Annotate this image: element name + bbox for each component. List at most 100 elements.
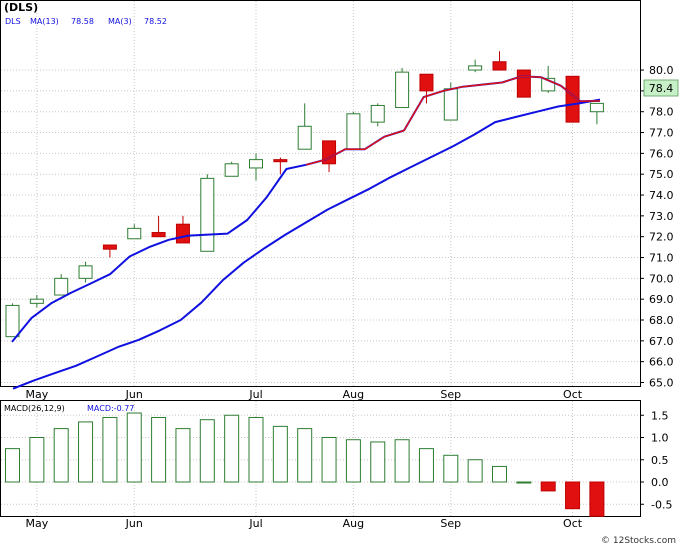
legend-ma-fast-value: 78.52 (144, 17, 167, 26)
macd-legend: MACD(26,12,9) MACD:-0.77 (4, 404, 134, 413)
candle-body (322, 140, 337, 165)
price-panel: 65.0 66.0 67.0 68.0 69.0 70.0 71.0 72.0 73.0 74.0… (0, 0, 679, 401)
candle (29, 295, 44, 308)
macd-bar (151, 416, 167, 483)
macd-bar (199, 419, 215, 483)
price-x-label: Oct (563, 388, 583, 401)
candle-body (443, 88, 458, 121)
macd-bar (248, 416, 264, 483)
macd-bar (540, 481, 556, 492)
price-x-labels: May Jun Jul Aug Sep Oct (25, 388, 582, 401)
candle (200, 174, 215, 252)
price-x-label: Aug (343, 388, 364, 401)
price-x-label: Jun (125, 388, 143, 401)
price-x-label: Sep (440, 388, 461, 401)
candle-body (151, 232, 166, 238)
macd-x-label: Sep (440, 517, 461, 530)
candle (102, 244, 117, 258)
macd-y-tick-label: 1.5 (651, 409, 669, 422)
price-y-tick-label: 75.0 (649, 168, 674, 181)
macd-legend-value: MACD:-0.77 (87, 404, 134, 413)
candle (346, 111, 361, 150)
price-y-tick-label: 71.0 (649, 252, 674, 265)
candle-body (468, 65, 483, 71)
macd-bar (175, 428, 191, 483)
price-y-tick-label: 65.0 (649, 377, 674, 390)
price-y-tick-label: 66.0 (649, 356, 674, 369)
candle (395, 67, 410, 109)
price-grid (1, 1, 640, 386)
legend-ma-slow-label: MA(13) (30, 17, 59, 26)
candle (322, 140, 337, 173)
macd-panel-border (0, 400, 641, 517)
macd-bar (78, 421, 94, 483)
candle-body (273, 159, 288, 163)
candle-body (492, 61, 507, 71)
candle (54, 274, 69, 296)
price-y-tick-label: 73.0 (649, 210, 674, 223)
last-price-label: 78.4 (649, 82, 674, 95)
candle (297, 103, 312, 150)
candle-body (200, 177, 215, 252)
candle-body (78, 265, 93, 279)
candle (5, 303, 20, 338)
macd-legend-label: MACD(26,12,9) (4, 404, 65, 413)
macd-bar (443, 454, 459, 483)
last-price-badge: 78.4 (643, 79, 679, 97)
candle-body (516, 69, 531, 98)
candle-body (419, 73, 434, 92)
price-panel-border (0, 0, 641, 387)
macd-panel: 1.5 1.0 0.5 0.0 -0.5 MACD(26,12,9) MACD:-0.7… (0, 400, 672, 530)
ma13-line (12, 98, 601, 390)
price-y-tick-label: 77.0 (649, 127, 674, 140)
macd-y-tick-label: 0.5 (651, 454, 669, 467)
candle-body (589, 102, 604, 113)
price-y-tick-label: 76.0 (649, 147, 674, 160)
macd-bar (394, 439, 410, 483)
price-y-tick-label: 80.0 (649, 64, 674, 77)
price-marks (5, 51, 604, 390)
macd-y-axis: 1.5 1.0 0.5 0.0 -0.5 (640, 409, 672, 511)
macd-bar (126, 412, 142, 483)
price-x-label: Jul (248, 388, 262, 401)
ma3-red-overlay (305, 75, 601, 166)
candle-body (102, 244, 117, 250)
price-y-tick-label: 69.0 (649, 293, 674, 306)
macd-bar (492, 465, 507, 483)
macd-bar (589, 481, 605, 517)
candle (516, 69, 531, 98)
price-y-tick-label: 74.0 (649, 189, 674, 202)
macd-bar (297, 428, 313, 483)
candle-body (395, 71, 410, 109)
macd-bar (345, 439, 361, 483)
macd-x-label: Aug (343, 517, 364, 530)
candle (589, 102, 604, 125)
candle (127, 224, 142, 240)
candle (468, 59, 483, 73)
macd-bar (224, 414, 240, 483)
candle (273, 157, 288, 175)
macd-x-label: Oct (563, 517, 583, 530)
macd-y-tick-label: -0.5 (651, 498, 672, 511)
candle-body (249, 159, 263, 169)
candle (78, 261, 93, 283)
price-y-tick-label: 68.0 (649, 314, 674, 327)
macd-x-label: Jun (125, 517, 143, 530)
last-price-box (643, 79, 679, 97)
candle-body (224, 163, 239, 177)
macd-bar (29, 437, 45, 483)
candle-body (127, 227, 142, 240)
candle (224, 161, 239, 177)
price-y-tick-label: 67.0 (649, 335, 674, 348)
macd-bar (418, 448, 434, 483)
price-x-label: May (25, 388, 48, 401)
macd-bar (370, 441, 386, 483)
macd-bar (565, 481, 581, 510)
macd-x-label: May (25, 517, 48, 530)
macd-bar (53, 428, 69, 483)
macd-y-tick-label: 1.0 (651, 432, 669, 445)
candle (492, 51, 507, 71)
candle-body (370, 104, 385, 123)
